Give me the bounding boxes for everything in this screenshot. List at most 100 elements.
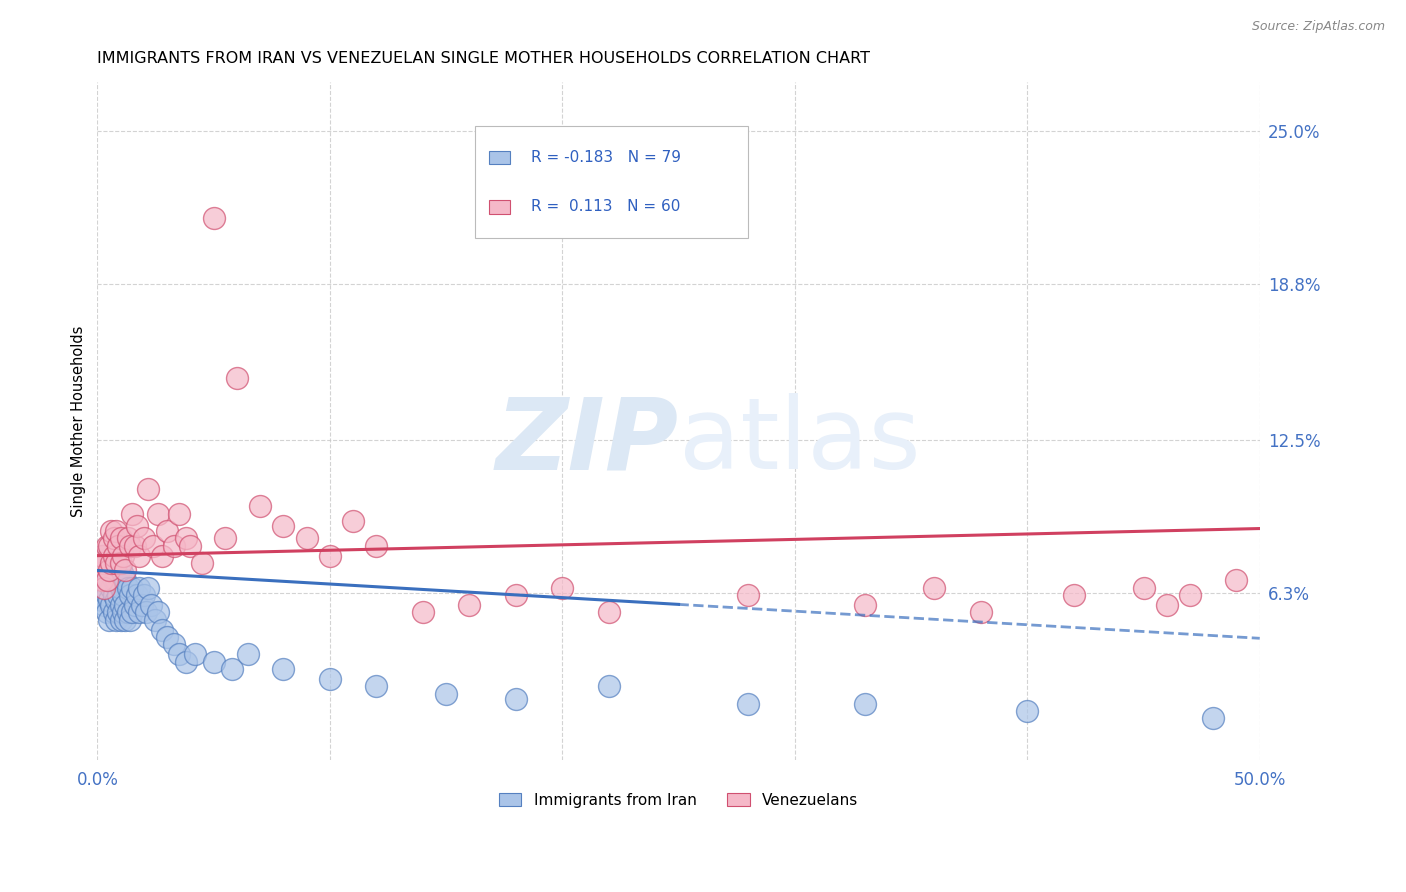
Point (100, 556, 122, 570)
Point (145, 613, 167, 627)
Point (118, 588, 141, 602)
Point (98, 574, 121, 588)
Point (103, 574, 125, 588)
Point (111, 549, 134, 563)
Point (111, 606, 134, 620)
Point (103, 588, 125, 602)
Point (273, 519, 295, 533)
Point (114, 564, 136, 578)
FancyBboxPatch shape (489, 200, 510, 213)
Point (91, 549, 114, 563)
Point (853, 598, 876, 612)
Point (91, 564, 114, 578)
Point (551, 581, 574, 595)
Point (114, 574, 136, 588)
Point (93, 581, 115, 595)
Point (174, 532, 197, 546)
Point (366, 539, 388, 553)
Point (93, 598, 115, 612)
Point (91, 574, 114, 588)
Point (184, 648, 207, 662)
Point (96, 574, 118, 588)
Point (107, 588, 129, 602)
Point (107, 606, 129, 620)
Point (156, 524, 179, 538)
Text: R =  0.113   N = 60: R = 0.113 N = 60 (531, 199, 681, 214)
Point (114, 613, 136, 627)
Point (96, 556, 118, 570)
Point (110, 613, 132, 627)
Point (93, 556, 115, 570)
Point (104, 593, 127, 607)
Point (737, 588, 759, 602)
Point (1156, 598, 1178, 612)
Point (128, 581, 150, 595)
Point (91, 593, 114, 607)
Point (118, 539, 141, 553)
Point (167, 507, 190, 521)
Point (163, 539, 186, 553)
Point (89, 574, 111, 588)
Point (117, 581, 139, 595)
Point (89, 564, 111, 578)
Point (167, 648, 190, 662)
Point (98, 556, 121, 570)
Point (1225, 574, 1247, 588)
Point (100, 524, 122, 538)
Point (434, 687, 457, 701)
Point (98, 613, 121, 627)
Point (146, 606, 169, 620)
Point (107, 568, 129, 582)
Point (103, 532, 125, 546)
Point (1063, 588, 1085, 602)
Point (110, 556, 132, 570)
Point (128, 606, 150, 620)
Point (124, 539, 146, 553)
Point (104, 613, 127, 627)
Point (366, 679, 388, 693)
Point (103, 556, 125, 570)
Point (273, 662, 295, 676)
Point (238, 648, 260, 662)
Point (342, 514, 364, 528)
Point (111, 588, 134, 602)
Point (93, 549, 115, 563)
Point (505, 588, 527, 602)
Point (139, 598, 162, 612)
Point (922, 581, 945, 595)
Point (319, 672, 342, 686)
Point (179, 539, 201, 553)
Point (412, 606, 434, 620)
Point (225, 371, 247, 385)
Point (249, 500, 271, 514)
Point (163, 637, 186, 651)
Point (91, 549, 114, 563)
Point (98, 593, 121, 607)
Point (221, 662, 243, 676)
FancyBboxPatch shape (489, 151, 510, 164)
Point (110, 532, 132, 546)
Legend: Immigrants from Iran, Venezuelans: Immigrants from Iran, Venezuelans (492, 787, 865, 814)
Point (98, 539, 121, 553)
Point (202, 655, 225, 669)
Y-axis label: Single Mother Households: Single Mother Households (72, 326, 86, 517)
Text: IMMIGRANTS FROM IRAN VS VENEZUELAN SINGLE MOTHER HOUSEHOLDS CORRELATION CHART: IMMIGRANTS FROM IRAN VS VENEZUELAN SINGL… (97, 51, 870, 66)
Point (191, 556, 214, 570)
Point (104, 556, 127, 570)
Point (128, 549, 150, 563)
Point (93, 581, 115, 595)
Point (114, 598, 136, 612)
Point (96, 606, 118, 620)
Point (121, 581, 143, 595)
Point (138, 581, 160, 595)
Point (96, 539, 118, 553)
Text: ZIP: ZIP (495, 393, 679, 490)
Point (118, 613, 141, 627)
Point (100, 581, 122, 595)
Point (121, 606, 143, 620)
Point (103, 606, 125, 620)
Point (156, 630, 179, 644)
Point (104, 524, 127, 538)
Point (110, 598, 132, 612)
Point (174, 655, 197, 669)
